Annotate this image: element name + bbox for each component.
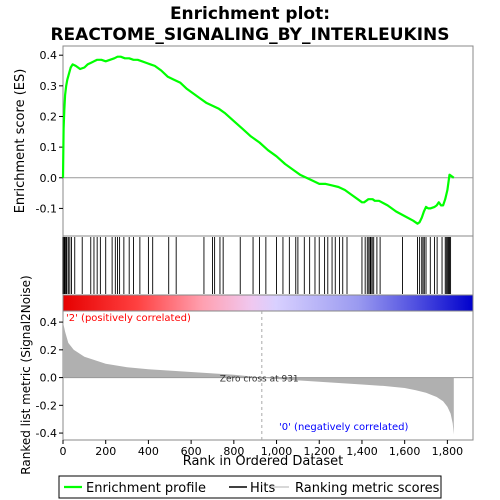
metric-ylabel: Ranked list metric (Signal2Noise) [19, 275, 33, 474]
es-panel-frame [62, 45, 474, 237]
metric-xtick-label: 200 [95, 445, 116, 458]
es-ytick-label: 0.1 [40, 141, 58, 154]
metric-ytick-label: 0.0 [40, 372, 58, 385]
metric-xtick-label: 1,600 [389, 445, 421, 458]
legend-hits-label: Hits [250, 481, 275, 496]
metric-xtick-label: 1,400 [346, 445, 378, 458]
es-yaxis: -0.1 0.0 0.1 0.2 0.3 0.4 [36, 49, 63, 215]
metric-ytick-label: 0.4 [40, 316, 58, 329]
metric-xtick-label: 1,800 [432, 445, 464, 458]
metric-ytick-label: -0.4 [36, 427, 57, 440]
chart-title: Enrichment plot: [170, 4, 330, 24]
chart-subtitle: REACTOME_SIGNALING_BY_INTERLEUKINS [50, 25, 449, 45]
metric-xtick-label: 600 [181, 445, 202, 458]
es-ytick-label: -0.1 [36, 202, 57, 215]
metric-xtick-label: 1,200 [304, 445, 336, 458]
metric-xtick-label: 400 [138, 445, 159, 458]
metric-xtick-label: 1,000 [261, 445, 293, 458]
metric-xtick-label: 0 [60, 445, 67, 458]
es-ytick-label: 0.4 [40, 49, 58, 62]
enrichment-profile-line [61, 55, 455, 225]
hits-panel-frame [62, 235, 474, 296]
metric-yaxis: -0.4 -0.2 0.0 0.2 0.4 [36, 316, 63, 440]
metric-ytick-label: -0.2 [36, 399, 57, 412]
rank-color-bar [62, 294, 474, 312]
legend-es-label: Enrichment profile [86, 481, 206, 496]
es-ytick-label: 0.0 [40, 172, 58, 185]
legend-box [58, 475, 442, 499]
legend-metric-label: Ranking metric scores [295, 481, 440, 496]
metric-xtick-label: 800 [223, 445, 244, 458]
negative-correlation-label: '0' (negatively correlated) [279, 422, 408, 433]
metric-area [63, 322, 454, 435]
zero-cross-label: Zero cross at 931 [220, 375, 299, 385]
es-ytick-label: 0.3 [40, 80, 58, 93]
metric-xlabel: Rank in Ordered Dataset [183, 454, 344, 469]
hits-ticks [62, 237, 452, 294]
positive-correlation-label: '2' (positively correlated) [66, 313, 191, 324]
metric-xaxis: 0 200 400 600 800 1,000 1,200 1,400 1,600 1,800 [60, 440, 464, 458]
es-ytick-label: 0.2 [40, 110, 58, 123]
es-ylabel: Enrichment score (ES) [13, 69, 28, 214]
metric-ytick-label: 0.2 [40, 344, 58, 357]
